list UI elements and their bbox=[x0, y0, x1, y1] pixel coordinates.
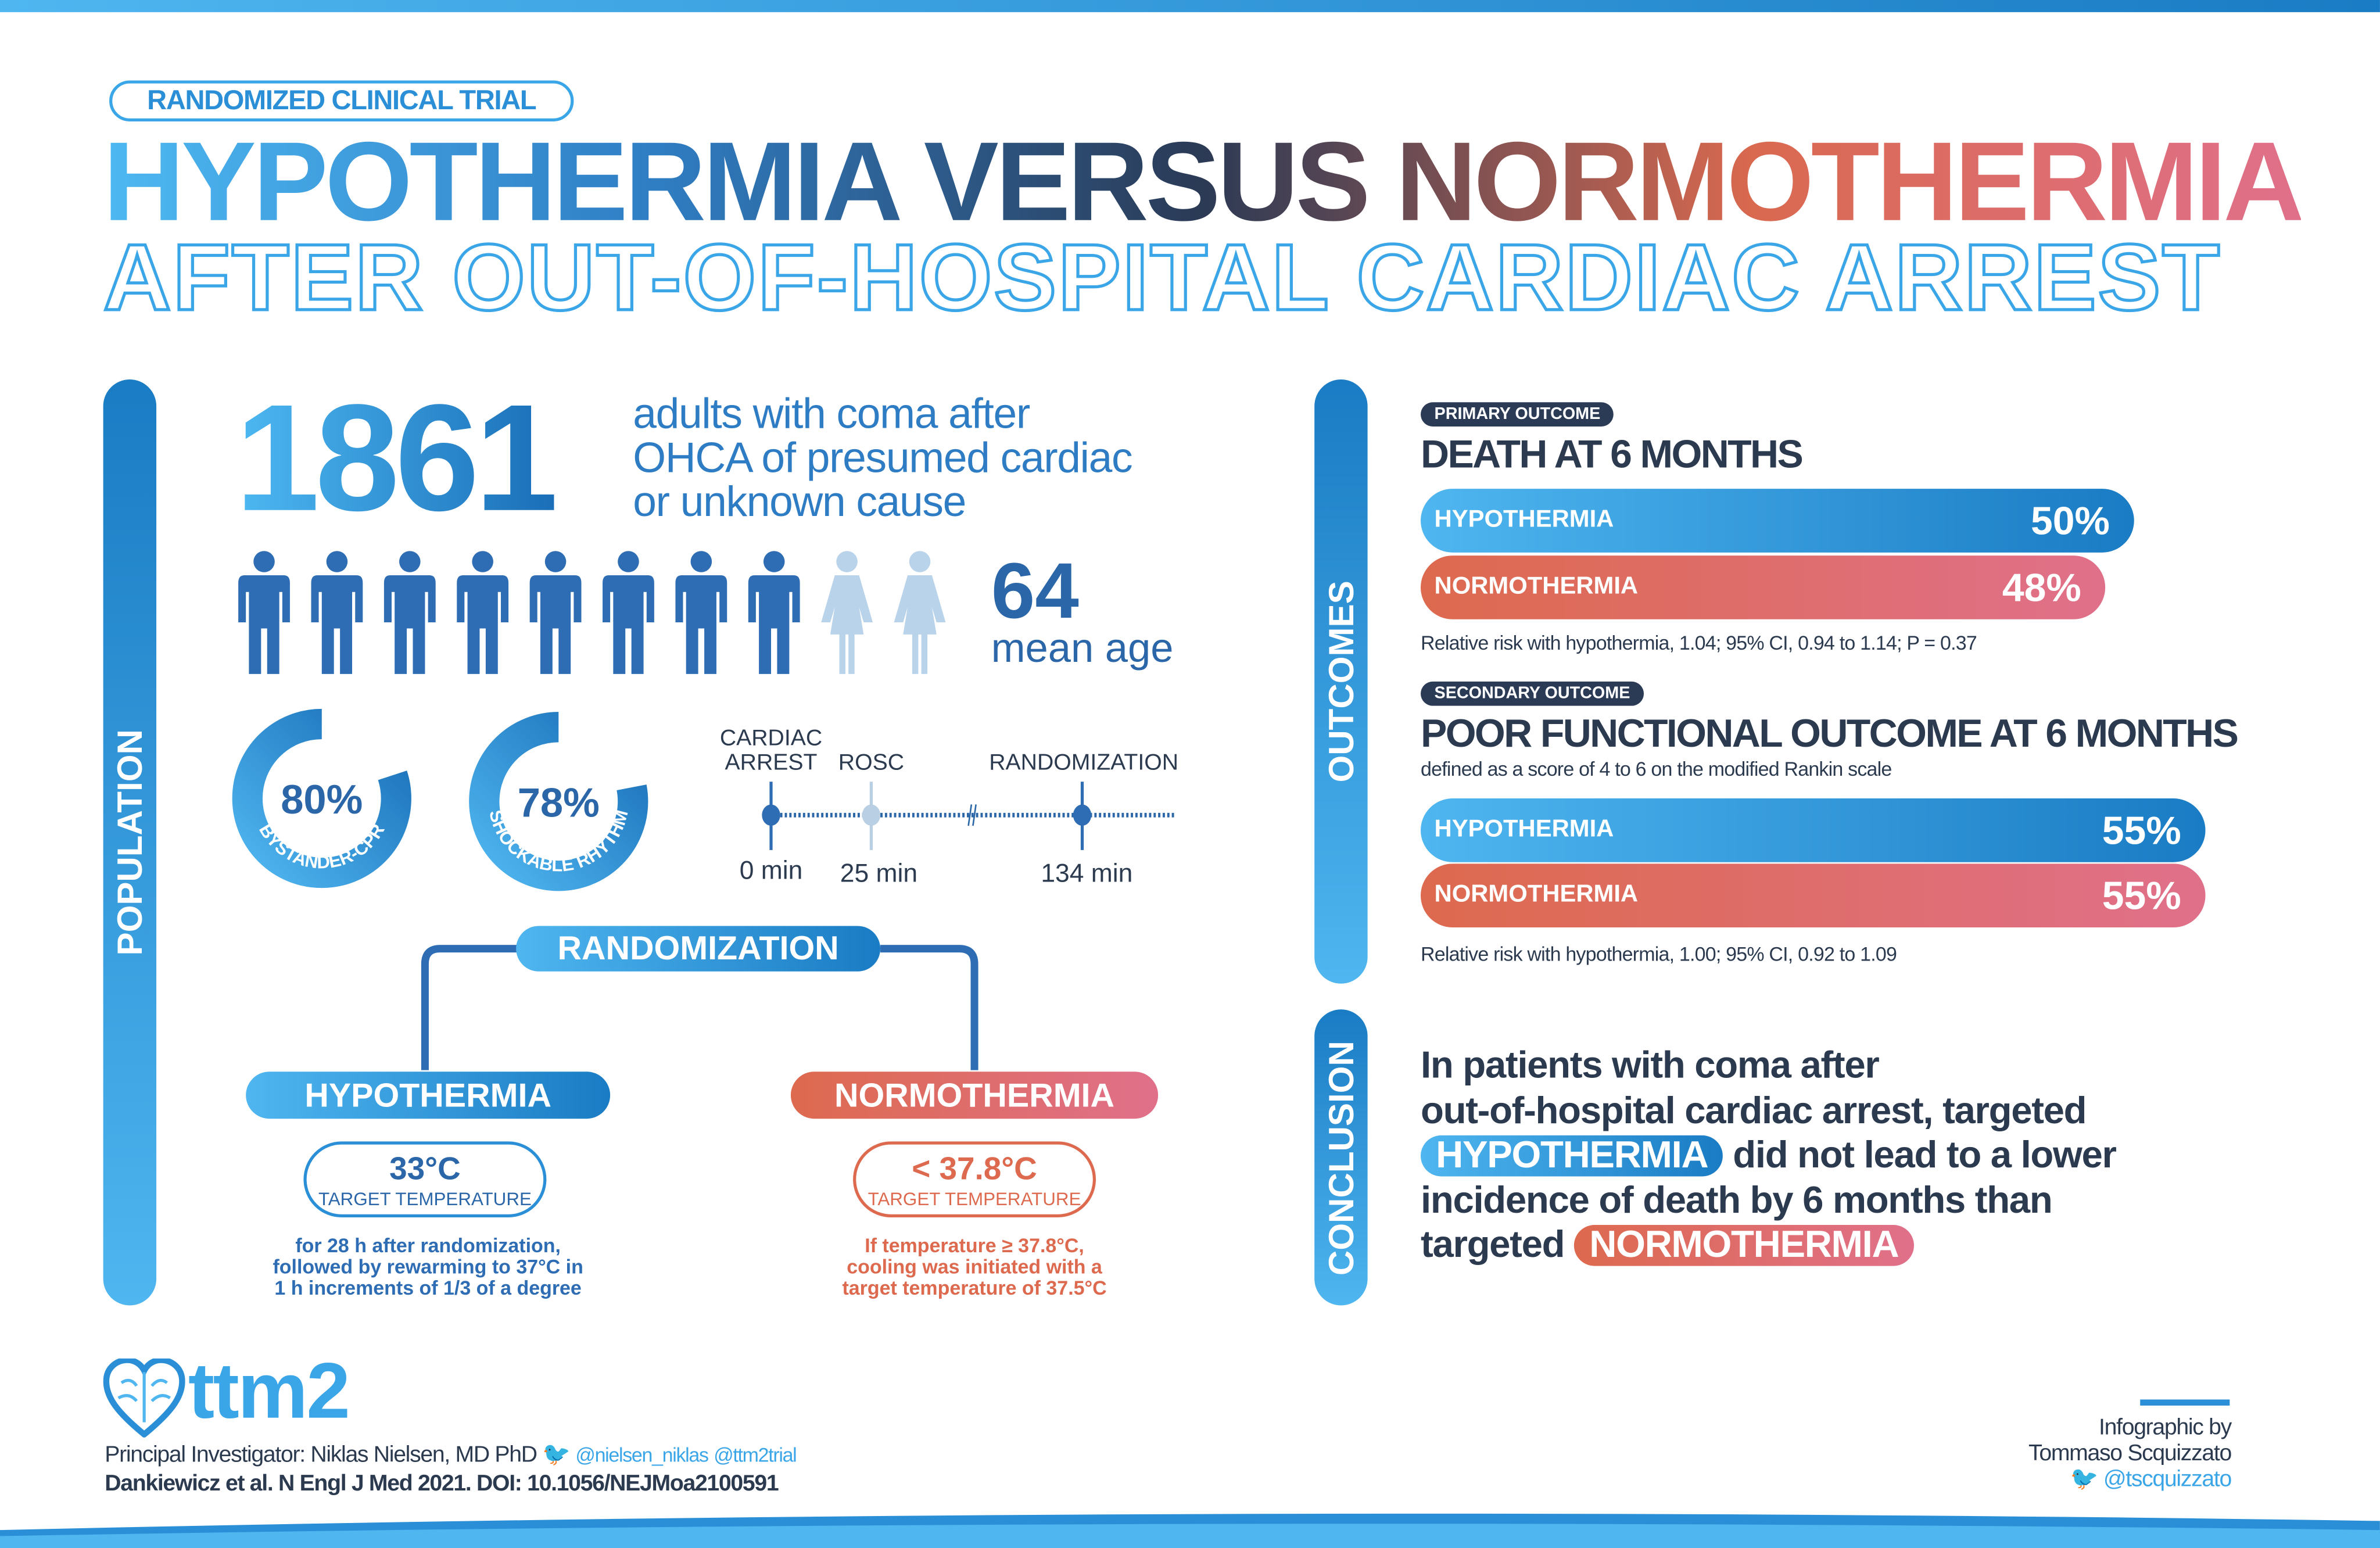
population-description: adults with coma after OHCA of presumed … bbox=[633, 392, 1132, 524]
target-temp-value: < 37.8°C bbox=[912, 1152, 1037, 1187]
infographic-credit: Infographic by Tommaso Scquizzato 🐦 @tscqu… bbox=[2028, 1414, 2232, 1492]
description-line: OHCA of presumed cardiac bbox=[633, 434, 1132, 482]
trial-type-badge: RANDOMIZED CLINICAL TRIAL bbox=[109, 80, 574, 121]
twitter-icon: 🐦 bbox=[2070, 1466, 2099, 1492]
male-person-icon bbox=[675, 551, 727, 674]
mean-age-label: mean age bbox=[991, 625, 1174, 671]
target-temp-label: TARGET TEMPERATURE bbox=[318, 1188, 532, 1210]
top-accent-bar bbox=[0, 0, 2380, 12]
male-person-icon bbox=[238, 551, 290, 674]
normothermia-target-box: < 37.8°C TARGET TEMPERATURE bbox=[853, 1141, 1096, 1217]
male-person-icon bbox=[603, 551, 654, 674]
primary-outcome-title: DEATH AT 6 MONTHS bbox=[1421, 431, 1804, 477]
target-temp-value: 33°C bbox=[389, 1152, 461, 1187]
secondary-outcome-title: POOR FUNCTIONAL OUTCOME AT 6 MONTHS bbox=[1421, 710, 2239, 756]
hypothermia-target-box: 33°C TARGET TEMPERATURE bbox=[303, 1141, 547, 1217]
outcomes-label: OUTCOMES bbox=[1320, 580, 1360, 783]
conclusion-label: CONCLUSION bbox=[1320, 1040, 1360, 1275]
timeline-point-rosc bbox=[862, 804, 881, 826]
donut-value: 78% bbox=[518, 779, 600, 825]
primary-bar-normothermia: NORMOTHERMIA 48% bbox=[1421, 556, 2106, 619]
timeline-label: CARDIAC ARREST bbox=[719, 725, 823, 776]
twitter-handle[interactable]: @ttm2trial bbox=[714, 1443, 797, 1467]
primary-bar-hypothermia: HYPOTHERMIA 50% bbox=[1421, 489, 2134, 553]
population-section-bar: POPULATION bbox=[103, 379, 157, 1306]
timeline-time: 134 min bbox=[1041, 859, 1133, 888]
male-person-icon bbox=[529, 551, 582, 674]
normothermia-highlight: NORMOTHERMIA bbox=[1574, 1224, 1914, 1266]
timeline-time: 0 min bbox=[739, 856, 803, 885]
secondary-outcome-subtitle: defined as a score of 4 to 6 on the modi… bbox=[1421, 757, 1892, 780]
mean-age-value: 64 bbox=[991, 548, 1079, 636]
twitter-handle[interactable]: @tscquizzato bbox=[2103, 1466, 2232, 1492]
male-person-icon bbox=[457, 551, 509, 674]
secondary-outcome-badge: SECONDARY OUTCOME bbox=[1421, 681, 1644, 706]
timeline-point-randomization bbox=[1073, 804, 1092, 826]
outcomes-section-bar: OUTCOMES bbox=[1314, 379, 1368, 984]
donut-charts: 80% 78% BYSTANDER-CPR SHOCKABLE RHYTHM bbox=[232, 708, 648, 891]
conclusion-section-bar: CONCLUSION bbox=[1314, 1009, 1368, 1306]
heart-brain-logo-icon bbox=[103, 1358, 185, 1438]
population-label: POPULATION bbox=[109, 729, 149, 956]
ttm2-logo: ttm2 bbox=[188, 1348, 350, 1436]
male-person-icon bbox=[311, 551, 363, 674]
description-line: adults with coma after bbox=[633, 390, 1030, 438]
female-person-icon bbox=[894, 551, 946, 674]
hypothermia-arm-label: HYPOTHERMIA bbox=[246, 1072, 611, 1119]
patient-count: 1861 bbox=[235, 373, 560, 544]
conclusion-text: In patients with coma after out-of-hospit… bbox=[1421, 1044, 2117, 1266]
hypothermia-highlight: HYPOTHERMIA bbox=[1421, 1135, 1723, 1177]
secondary-relative-risk: Relative risk with hypothermia, 1.00; 95… bbox=[1421, 943, 1897, 966]
title-line-1: HYPOTHERMIA VERSUS NORMOTHERMIA bbox=[103, 118, 2304, 245]
hypothermia-details: for 28 h after randomization, followed by… bbox=[273, 1234, 583, 1300]
randomization-label: RANDOMIZATION bbox=[516, 926, 881, 972]
target-temp-label: TARGET TEMPERATURE bbox=[868, 1188, 1081, 1210]
secondary-bar-normothermia: NORMOTHERMIA 55% bbox=[1421, 863, 2206, 928]
primary-relative-risk: Relative risk with hypothermia, 1.04; 95… bbox=[1421, 631, 1977, 654]
randomization-bracket bbox=[421, 945, 978, 1070]
donut-value: 80% bbox=[281, 776, 363, 822]
secondary-bar-hypothermia: HYPOTHERMIA 55% bbox=[1421, 798, 2206, 862]
normothermia-details: If temperature ≥ 37.8°C, cooling was init… bbox=[842, 1234, 1107, 1300]
description-line: or unknown cause bbox=[633, 478, 966, 525]
timeline-label: RANDOMIZATION bbox=[989, 750, 1179, 776]
principal-investigator: Principal Investigator: Niklas Nielsen, … bbox=[105, 1442, 797, 1468]
citation: Dankiewicz et al. N Engl J Med 2021. DOI… bbox=[105, 1471, 779, 1497]
bottom-wave bbox=[0, 1513, 2380, 1548]
normothermia-arm-label: NORMOTHERMIA bbox=[790, 1072, 1159, 1119]
credit-divider bbox=[2140, 1399, 2230, 1406]
female-person-icon bbox=[821, 551, 873, 674]
twitter-icon: 🐦 bbox=[542, 1442, 571, 1468]
donut-shockable-rhythm bbox=[469, 712, 648, 891]
timeline-label: ROSC bbox=[838, 750, 905, 776]
primary-outcome-badge: PRIMARY OUTCOME bbox=[1421, 402, 1614, 427]
twitter-handle[interactable]: @nielsen_niklas bbox=[575, 1443, 709, 1467]
timeline-axis bbox=[762, 782, 1177, 850]
timeline-time: 25 min bbox=[840, 859, 918, 888]
title-line-2: AFTER OUT-OF-HOSPITAL CARDIAC ARREST bbox=[102, 226, 2221, 331]
male-person-icon bbox=[748, 551, 800, 674]
timeline-point-cardiac-arrest bbox=[762, 804, 780, 826]
male-person-icon bbox=[383, 551, 436, 674]
people-icons bbox=[235, 550, 949, 677]
